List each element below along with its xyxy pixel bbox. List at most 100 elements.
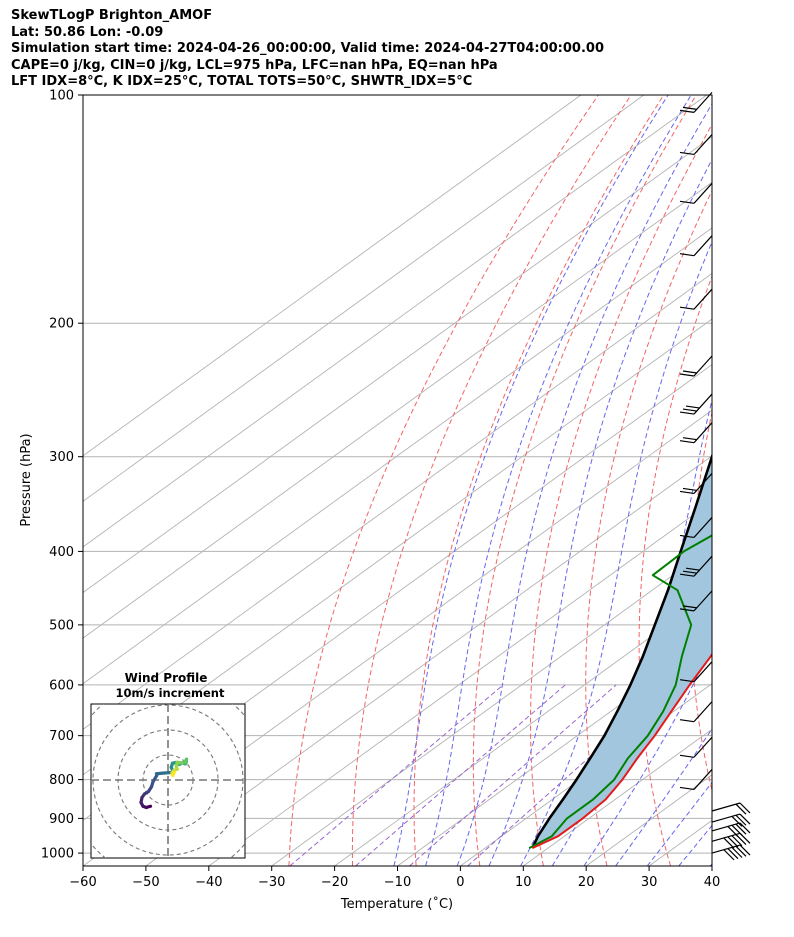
isotherm-line	[523, 728, 712, 866]
cape-layer	[532, 456, 712, 849]
dry-adiabat-line	[741, 95, 794, 866]
mixing-ratio-line	[355, 684, 566, 866]
wind-barb	[679, 701, 713, 723]
y-tick-label: 100	[49, 89, 74, 104]
wind-barb-flag	[739, 844, 751, 856]
y-tick-label: 1000	[41, 847, 74, 862]
x-tick-label: −20	[321, 875, 348, 890]
isotherm-line	[397, 637, 712, 866]
hodograph-subtitle: 10m/s increment	[116, 686, 225, 700]
wind-barb-staff	[693, 235, 713, 257]
moist-adiabat-line	[456, 102, 712, 866]
y-tick-label: 600	[49, 678, 74, 693]
wind-barb	[679, 355, 713, 377]
wind-barb-flag	[682, 437, 698, 441]
wind-barb-flag	[679, 109, 695, 113]
moist-adiabat-line	[615, 727, 712, 866]
wind-barb	[679, 590, 713, 612]
wind-barb-staff	[693, 517, 713, 538]
x-tick-label: −40	[195, 875, 222, 890]
isotherm-line	[83, 95, 707, 548]
wind-barb-staff	[711, 844, 741, 854]
wind-barb-flag	[679, 490, 695, 495]
isotherm-line	[83, 181, 712, 639]
wind-barb-flag	[731, 847, 743, 858]
temperature-profile-line	[531, 652, 712, 850]
wind-barb-flag	[679, 754, 695, 758]
wind-barb-flag	[735, 803, 747, 815]
moist-adiabat-line	[742, 95, 794, 866]
isotherm-line	[271, 546, 712, 866]
wind-barb	[711, 832, 751, 849]
wind-barb-flag	[682, 408, 698, 412]
isotherm-line	[83, 95, 645, 502]
axes: −60 −50 −40 −30 −20 −10 0 10 20 30 40 1000 900 800 700…	[41, 89, 720, 891]
moist-adiabat-line	[709, 863, 712, 866]
wind-barb	[679, 91, 713, 113]
wind-barb-flag	[679, 411, 695, 415]
wind-barb-staff	[693, 288, 713, 310]
title-line: SkewTLogP Brighton_AMOF	[11, 8, 213, 23]
y-tick-label: 700	[49, 729, 74, 744]
wind-barb-flag	[739, 813, 751, 825]
wind-barb-staff	[693, 661, 713, 683]
x-tick-label: −10	[384, 875, 411, 890]
wind-barb-flag	[682, 106, 698, 110]
y-tick-label: 200	[49, 317, 74, 332]
wind-barb-flag	[685, 405, 701, 409]
dry-adiabat-line	[789, 95, 794, 866]
wind-barb-flag	[679, 719, 695, 723]
wind-barb-flag	[727, 836, 739, 848]
isotherm-line	[648, 819, 712, 866]
wind-barb-flag	[679, 253, 695, 257]
x-tick-label: −30	[258, 875, 285, 890]
wind-barbs	[679, 91, 751, 861]
wind-barb	[679, 288, 713, 310]
wind-barb-staff	[693, 736, 713, 758]
mixing-ratio-line	[409, 684, 617, 866]
moist-adiabat-line	[393, 95, 669, 866]
wind-barb-flag	[679, 608, 695, 612]
wind-barb-flag	[723, 849, 735, 861]
x-tick-label: −60	[69, 875, 96, 890]
wind-barb-flag	[679, 440, 695, 444]
dry-adiabat-line	[530, 123, 712, 866]
wind-barb-flag	[679, 573, 695, 577]
y-tick-label: 800	[49, 773, 74, 788]
isotherm-line	[208, 500, 712, 866]
wind-barb-flag	[731, 824, 743, 836]
mixing-ratio-line	[289, 684, 504, 866]
wind-barb-flag	[731, 816, 743, 827]
wind-barb	[711, 813, 751, 827]
x-tick-label: −50	[132, 875, 159, 890]
isotherm-line	[334, 591, 712, 866]
dry-adiabat-line	[413, 95, 665, 866]
y-tick-label: 500	[49, 618, 74, 633]
moist-adiabat-line	[425, 95, 692, 866]
wind-barb-flag	[682, 570, 698, 574]
wind-barb-staff	[693, 182, 713, 204]
figure-title: SkewTLogP Brighton_AMOF Lat: 50.86 Lon: …	[11, 8, 604, 91]
moist-adiabat-line	[488, 158, 712, 866]
y-tick-label: 300	[49, 450, 74, 465]
title-line: CAPE=0 j/kg, CIN=0 j/kg, LCL=975 hPa, LF…	[11, 57, 498, 73]
title-line: Simulation start time: 2024-04-26_00:00:…	[11, 41, 604, 56]
wind-barb-flag	[679, 373, 695, 377]
hodograph-content	[91, 704, 245, 858]
wind-barb	[711, 802, 751, 815]
wind-barb	[679, 393, 713, 415]
parcel-profile-line	[531, 452, 712, 849]
isotherm-line	[145, 455, 712, 866]
wind-barb-flag	[679, 534, 695, 539]
isotherm-line	[83, 409, 712, 866]
wind-barb	[679, 517, 713, 539]
moist-adiabat-line	[583, 643, 712, 866]
wind-barb	[679, 661, 713, 683]
mixing-ratio-line	[467, 684, 672, 866]
isotherm-line	[83, 136, 712, 594]
wind-barb-flag	[739, 802, 751, 814]
wind-barb-flag	[731, 835, 743, 847]
dry-adiabat-line	[472, 95, 697, 866]
isotherm-line	[83, 95, 582, 457]
wind-barb	[679, 769, 713, 791]
